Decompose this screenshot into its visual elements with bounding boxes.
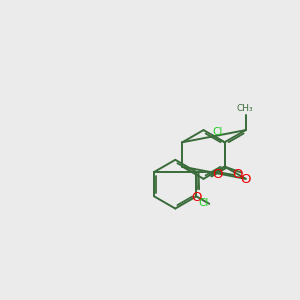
Text: Cl: Cl bbox=[212, 127, 223, 137]
Text: O: O bbox=[233, 168, 243, 181]
Text: O: O bbox=[191, 191, 202, 204]
Text: O: O bbox=[212, 168, 223, 181]
Text: CH₃: CH₃ bbox=[236, 104, 253, 113]
Text: Cl: Cl bbox=[199, 198, 209, 208]
Text: O: O bbox=[241, 173, 251, 186]
